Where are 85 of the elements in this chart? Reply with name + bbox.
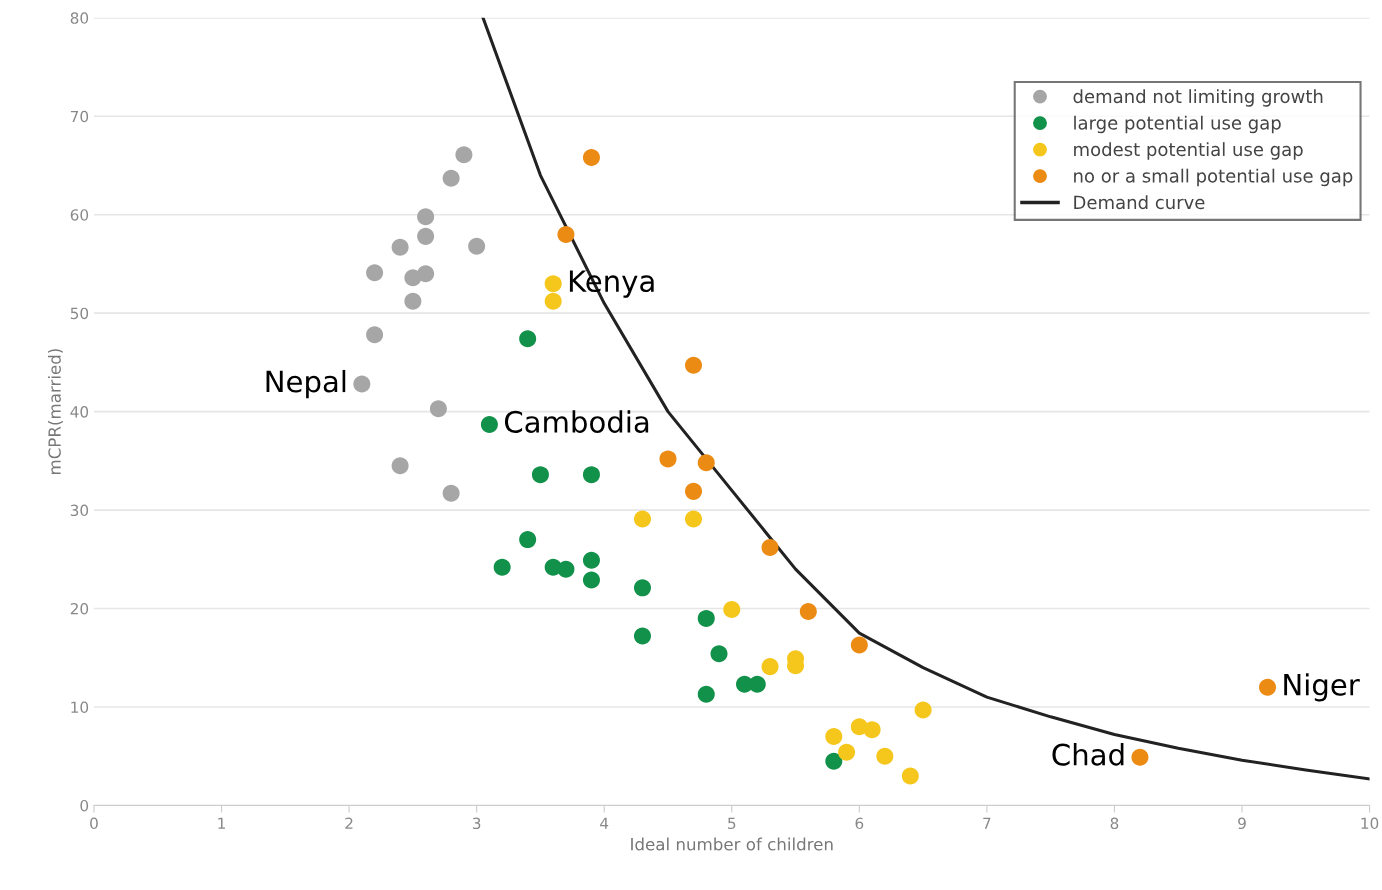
x-tick-label: 6: [855, 817, 864, 830]
point: [685, 482, 703, 500]
annotation: Chad: [1052, 743, 1124, 766]
x-tick-label: 9: [1238, 817, 1246, 830]
legend-label: modest potential use gap: [1074, 142, 1303, 160]
line-series: [481, 17, 1370, 781]
point: [863, 721, 881, 739]
point: [748, 675, 766, 693]
point: [914, 701, 932, 719]
legend-label: no or a small potential use gap: [1074, 168, 1353, 187]
point: [366, 264, 384, 282]
point: [723, 601, 741, 619]
point: [582, 466, 600, 484]
point: [1131, 748, 1149, 766]
point: [493, 558, 511, 576]
point: [838, 743, 856, 761]
legend-label: demand not limiting growth: [1073, 89, 1323, 107]
point: [544, 275, 562, 293]
point: [391, 457, 409, 475]
point: [659, 450, 677, 468]
point: [582, 149, 600, 167]
y-tick-label: 20: [70, 603, 89, 615]
y-tick-label: 0: [80, 799, 89, 812]
x-tick-label: 3: [472, 817, 481, 830]
x-tick-label: 8: [1110, 817, 1119, 830]
point: [442, 169, 460, 187]
point: [825, 752, 843, 770]
y-tick-label: 50: [70, 307, 89, 320]
x-tick-label: 0: [90, 817, 98, 830]
legend-label: large potential use gap: [1074, 115, 1281, 134]
point: [582, 551, 600, 569]
point: [544, 292, 562, 310]
point: [519, 531, 537, 549]
point: [417, 208, 435, 226]
x-axis-title: Ideal number of children: [631, 837, 833, 851]
x-tick-label: 7: [983, 817, 991, 829]
point: [850, 636, 868, 654]
x-tick-label: 10: [1361, 817, 1379, 830]
annotation: Niger: [1284, 673, 1360, 702]
point: [697, 685, 715, 703]
point: [710, 645, 728, 663]
point: [391, 238, 409, 256]
point: [825, 728, 843, 746]
point: [404, 292, 422, 310]
annotation: Nepal: [266, 369, 346, 399]
point: [685, 356, 703, 374]
x-tick-label: 4: [600, 817, 609, 829]
y-tick-label: 10: [71, 701, 89, 714]
point: [761, 658, 779, 676]
y-tick-label: 80: [70, 12, 89, 24]
point: [468, 237, 486, 255]
point: [901, 767, 919, 785]
point: [633, 627, 651, 645]
point: [404, 269, 422, 287]
point: [697, 609, 715, 627]
point: [582, 571, 600, 589]
y-tick-label: 70: [70, 110, 89, 123]
point: [366, 326, 384, 344]
y-axis-title: mCPR(married): [47, 349, 63, 475]
point: [685, 510, 703, 528]
legend-label: Demand curve: [1074, 195, 1205, 210]
point: [353, 375, 371, 393]
point: [557, 560, 575, 578]
point: [633, 510, 651, 528]
x-tick-label: 1: [218, 817, 225, 829]
annotation: Cambodia: [504, 410, 649, 433]
point: [519, 330, 537, 348]
point: [557, 225, 575, 243]
point: [429, 400, 447, 418]
y-tick-label: 40: [70, 406, 89, 418]
point: [633, 579, 651, 597]
x-tick-label: 2: [345, 817, 353, 829]
point: [799, 602, 817, 620]
x-tick-label: 5: [728, 817, 736, 830]
point: [876, 747, 894, 765]
point: [697, 454, 715, 472]
point: [480, 415, 498, 433]
y-tick-label: 30: [70, 504, 89, 517]
point: [455, 146, 473, 164]
point: [1259, 678, 1277, 696]
point: [442, 484, 460, 502]
point: [417, 227, 435, 245]
point: [531, 466, 549, 484]
y-tick-label: 60: [70, 209, 89, 221]
point: [761, 538, 779, 556]
